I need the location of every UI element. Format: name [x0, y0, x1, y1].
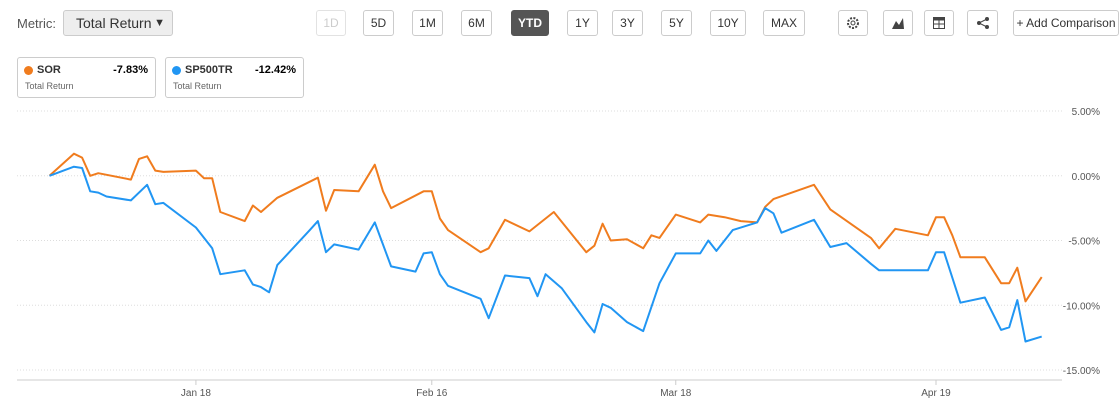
- range-button[interactable]: 1M: [412, 10, 443, 36]
- range-button[interactable]: 3Y: [612, 10, 643, 36]
- y-tick-label: 5.00%: [1072, 107, 1100, 118]
- range-button[interactable]: 5Y: [661, 10, 692, 36]
- range-button[interactable]: 5D: [363, 10, 394, 36]
- y-tick-label: -15.00%: [1063, 366, 1100, 377]
- legend-caption: Total Return: [173, 81, 222, 91]
- series-line: [48, 152, 1043, 303]
- legend-dot: [24, 66, 33, 75]
- legend-value: -7.83%: [113, 64, 148, 76]
- add-comparison-button[interactable]: + Add Comparison: [1013, 10, 1119, 36]
- share-button[interactable]: [967, 10, 998, 36]
- x-tick-label: Feb 16: [416, 388, 448, 399]
- legend-name: SP500TR: [185, 64, 233, 76]
- metric-dropdown[interactable]: Total Return ▼: [63, 10, 173, 36]
- dropdown-arrow: ▼: [154, 17, 165, 29]
- mountain-icon: [892, 18, 904, 29]
- range-button[interactable]: MAX: [763, 10, 805, 36]
- settings-button[interactable]: [838, 10, 868, 36]
- legend-caption: Total Return: [25, 81, 74, 91]
- range-button[interactable]: 10Y: [710, 10, 746, 36]
- y-tick-label: 0.00%: [1072, 172, 1100, 183]
- table-icon: [933, 17, 945, 29]
- y-tick-label: -10.00%: [1063, 301, 1100, 312]
- gear-icon: [847, 17, 859, 29]
- range-button[interactable]: YTD: [511, 10, 549, 36]
- y-tick-label: -5.00%: [1068, 237, 1100, 248]
- x-tick-label: Jan 18: [181, 388, 211, 399]
- legend-value: -12.42%: [255, 64, 296, 76]
- range-button[interactable]: 1Y: [567, 10, 598, 36]
- range-button[interactable]: 6M: [461, 10, 492, 36]
- legend-card[interactable]: SP500TR -12.42% Total Return: [165, 57, 304, 98]
- metric-label: Metric:: [17, 16, 56, 31]
- series-line: [49, 165, 1042, 343]
- x-tick-label: Apr 19: [921, 388, 951, 399]
- legend-card[interactable]: SOR -7.83% Total Return: [17, 57, 156, 98]
- legend-dot: [172, 66, 181, 75]
- chart-type-button[interactable]: [883, 10, 913, 36]
- x-tick-label: Mar 18: [660, 388, 692, 399]
- share-icon: [976, 17, 989, 29]
- table-button[interactable]: [924, 10, 954, 36]
- range-button[interactable]: 1D: [316, 10, 346, 36]
- legend-name: SOR: [37, 64, 61, 76]
- metric-value: Total Return: [76, 15, 152, 31]
